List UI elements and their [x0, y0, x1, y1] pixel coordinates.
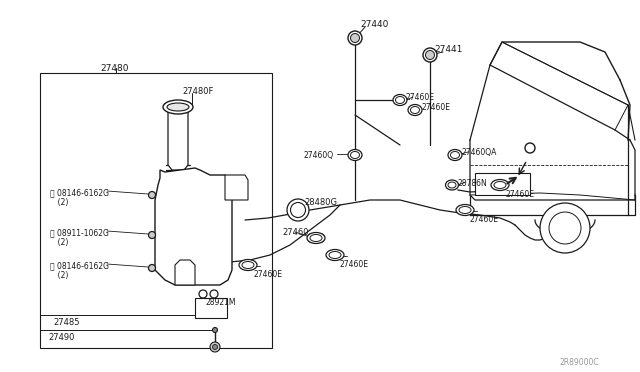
Ellipse shape	[291, 202, 305, 218]
Polygon shape	[175, 260, 195, 285]
Text: 27460E: 27460E	[505, 190, 534, 199]
Text: Ⓑ 08146-6162G
 (2): Ⓑ 08146-6162G (2)	[50, 188, 109, 208]
Ellipse shape	[423, 48, 437, 62]
Ellipse shape	[348, 31, 362, 45]
Polygon shape	[225, 175, 248, 200]
Ellipse shape	[167, 103, 189, 111]
Ellipse shape	[316, 234, 324, 243]
Ellipse shape	[445, 180, 458, 190]
Text: 27460E: 27460E	[253, 270, 282, 279]
Text: 27485: 27485	[53, 318, 79, 327]
Circle shape	[148, 231, 156, 238]
Text: 27490: 27490	[48, 333, 74, 342]
Ellipse shape	[494, 182, 506, 189]
Text: 27460QA: 27460QA	[462, 148, 497, 157]
Ellipse shape	[163, 100, 193, 114]
Circle shape	[540, 203, 590, 253]
Text: 28921M: 28921M	[205, 298, 236, 307]
Ellipse shape	[396, 96, 404, 103]
Polygon shape	[155, 168, 232, 285]
Circle shape	[549, 212, 581, 244]
Text: 27460E: 27460E	[421, 103, 450, 112]
Circle shape	[210, 290, 218, 298]
Ellipse shape	[456, 205, 474, 215]
Ellipse shape	[393, 94, 407, 106]
Circle shape	[212, 344, 218, 350]
Text: 27480: 27480	[100, 64, 129, 73]
Text: 2R89000C: 2R89000C	[560, 358, 600, 367]
Ellipse shape	[307, 234, 317, 243]
Ellipse shape	[310, 234, 322, 241]
Text: 27460E: 27460E	[470, 215, 499, 224]
Circle shape	[199, 290, 207, 298]
Text: Ⓑ 08146-6162G
 (2): Ⓑ 08146-6162G (2)	[50, 261, 109, 280]
Ellipse shape	[426, 51, 435, 60]
Ellipse shape	[351, 151, 360, 158]
Text: 28786N: 28786N	[458, 179, 488, 188]
Ellipse shape	[459, 206, 471, 214]
Ellipse shape	[351, 33, 360, 42]
Ellipse shape	[408, 105, 422, 115]
Circle shape	[525, 143, 535, 153]
Ellipse shape	[307, 232, 325, 244]
Polygon shape	[168, 107, 188, 170]
Ellipse shape	[329, 251, 341, 259]
Circle shape	[210, 342, 220, 352]
Text: 27460E: 27460E	[406, 93, 435, 102]
Ellipse shape	[491, 180, 509, 190]
Circle shape	[212, 327, 218, 333]
Ellipse shape	[448, 150, 462, 160]
Bar	[475, 173, 530, 195]
Ellipse shape	[239, 260, 257, 270]
Ellipse shape	[287, 199, 309, 221]
Text: 27460: 27460	[282, 228, 308, 237]
Bar	[195, 298, 227, 318]
Text: 28480G: 28480G	[304, 198, 337, 207]
Ellipse shape	[448, 182, 456, 188]
Ellipse shape	[242, 262, 254, 269]
Text: 27480F: 27480F	[182, 87, 213, 96]
Text: 27460E: 27460E	[340, 260, 369, 269]
Ellipse shape	[451, 151, 460, 158]
Text: 27460Q: 27460Q	[303, 151, 333, 160]
Text: Ⓝ 08911-1062G
 (2): Ⓝ 08911-1062G (2)	[50, 228, 109, 247]
Text: 27440: 27440	[360, 20, 388, 29]
Ellipse shape	[326, 250, 344, 260]
Text: 27441: 27441	[434, 45, 462, 54]
Circle shape	[148, 192, 156, 199]
Ellipse shape	[410, 106, 419, 113]
Bar	[40, 73, 272, 348]
Circle shape	[148, 264, 156, 272]
Ellipse shape	[348, 150, 362, 160]
